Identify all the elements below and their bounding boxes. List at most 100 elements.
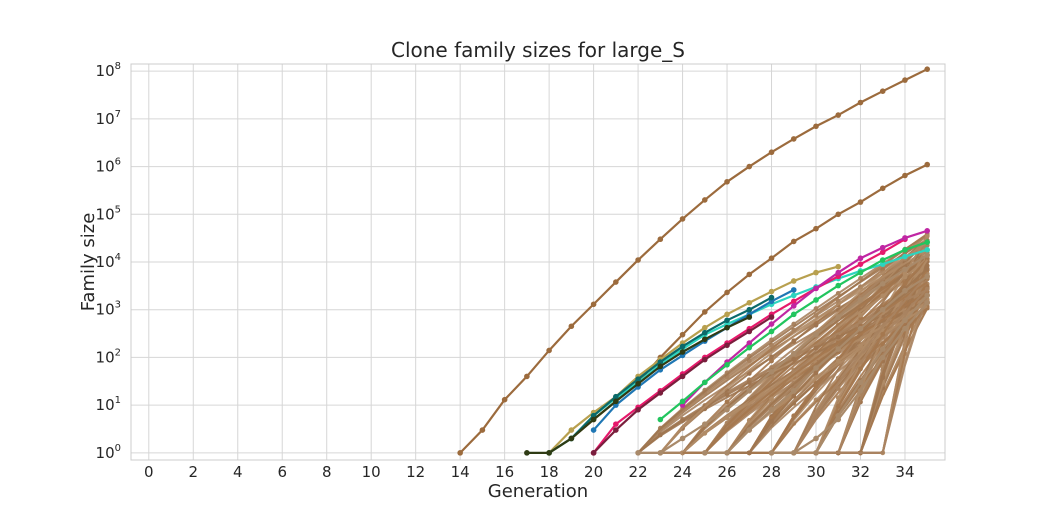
background-clone-point — [769, 358, 774, 364]
y-tick-label: 103 — [96, 300, 121, 319]
series-point — [724, 342, 730, 349]
series-point — [613, 393, 619, 400]
x-tick-label: 32 — [851, 463, 870, 481]
series-line — [681, 229, 928, 406]
series-point — [746, 163, 753, 170]
series-point — [902, 317, 908, 324]
series-point — [902, 287, 908, 294]
background-clone-point — [858, 359, 863, 365]
series-line — [548, 265, 839, 454]
series-point — [924, 252, 931, 258]
series-layer — [457, 66, 931, 456]
series-0 — [457, 66, 931, 456]
background-clone-point — [880, 293, 886, 299]
series-point — [813, 123, 819, 130]
series-point — [835, 282, 842, 289]
series-point — [724, 450, 730, 456]
series-point — [702, 356, 708, 363]
series-point — [657, 390, 664, 396]
series-point — [790, 136, 797, 142]
series-point — [746, 344, 753, 351]
series-point — [546, 450, 552, 456]
background-clone-point — [835, 403, 841, 409]
series-point — [902, 235, 908, 241]
y-tick-label: 106 — [96, 157, 121, 176]
series-point — [702, 329, 708, 336]
background-clone-point — [858, 312, 863, 318]
series-point — [835, 269, 842, 276]
x-tick-label: 16 — [495, 463, 514, 481]
series-point — [813, 435, 819, 442]
series-point — [746, 387, 753, 394]
series-point — [702, 379, 708, 386]
background-clone-point — [791, 327, 797, 333]
series-point — [902, 172, 908, 179]
series-point — [835, 211, 842, 218]
x-tick-label: 0 — [144, 463, 154, 481]
background-clone-point — [924, 233, 930, 239]
x-tick-label: 34 — [895, 463, 914, 481]
background-clone-line — [771, 274, 928, 454]
series-5 — [568, 294, 775, 442]
y-tick-label: 108 — [96, 61, 121, 80]
x-tick-label: 12 — [406, 463, 425, 481]
series-point — [835, 412, 842, 419]
x-tick-label: 14 — [451, 463, 470, 481]
series-point — [746, 306, 753, 313]
background-clone-point — [835, 334, 841, 340]
background-clone-point — [813, 345, 819, 351]
series-point — [590, 450, 597, 456]
series-point — [924, 161, 931, 168]
series-point — [568, 323, 575, 330]
series-point — [924, 273, 931, 280]
series-point — [746, 340, 753, 346]
series-point — [768, 149, 775, 156]
series-point — [857, 379, 864, 386]
background-clone-line — [704, 253, 928, 454]
background-clone-point — [724, 392, 730, 398]
series-point — [613, 421, 619, 427]
series-point — [546, 347, 552, 354]
y-tick-label: 101 — [96, 395, 121, 414]
series-point — [879, 185, 886, 192]
series-10 — [657, 239, 931, 423]
series-point — [679, 343, 686, 350]
series-7 — [590, 314, 775, 456]
series-point — [613, 427, 619, 433]
background-clone-line — [727, 268, 928, 454]
series-point — [746, 427, 753, 433]
series-point — [568, 435, 575, 442]
background-clone-line — [637, 238, 928, 454]
series-14 — [702, 273, 931, 456]
series-line — [592, 288, 795, 431]
series-point — [635, 406, 641, 413]
y-tick-label: 100 — [96, 443, 121, 462]
series-point — [702, 197, 708, 203]
background-clone-point — [769, 354, 774, 360]
background-clone-line — [704, 276, 928, 454]
background-clone-point — [924, 266, 930, 272]
background-clone-point — [813, 383, 819, 389]
y-tick-label: 104 — [96, 252, 121, 271]
series-11 — [635, 252, 931, 456]
series-point — [635, 376, 641, 382]
x-tick-label: 28 — [762, 463, 781, 481]
series-point — [724, 317, 730, 324]
series-point — [790, 298, 797, 305]
background-clone-point — [657, 432, 663, 438]
background-clone-point — [880, 375, 886, 381]
background-clone-point — [813, 370, 819, 376]
series-point — [657, 359, 664, 365]
plot-frame — [130, 63, 946, 461]
y-axis-title: Family size — [78, 213, 99, 312]
background-clone-point — [724, 399, 730, 405]
series-point — [813, 269, 819, 276]
series-point — [590, 301, 597, 308]
series-point — [657, 236, 664, 243]
series-point — [724, 178, 730, 185]
series-point — [790, 278, 797, 284]
x-tick-label: 8 — [322, 463, 332, 481]
series-point — [768, 314, 775, 320]
background-clone-point — [791, 413, 797, 419]
series-line — [570, 296, 773, 440]
